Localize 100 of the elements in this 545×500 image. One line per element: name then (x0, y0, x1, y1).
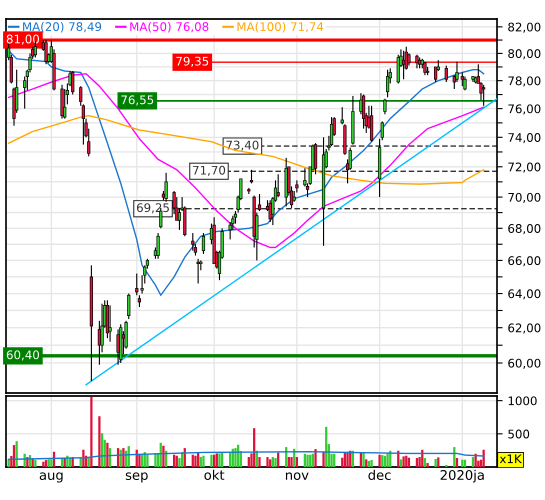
bar (453, 447, 456, 467)
bar (202, 456, 205, 467)
y-tick-label: 76,00 (508, 104, 540, 114)
bar (8, 459, 10, 467)
bar (24, 454, 26, 467)
bar (120, 450, 122, 467)
candlestick (463, 76, 467, 91)
bar (269, 459, 272, 467)
candlestick (423, 60, 427, 76)
bar (172, 454, 176, 467)
bar (421, 450, 424, 467)
x-tick-label: nov (286, 472, 309, 480)
x-tick-label: dec (368, 470, 391, 480)
candlestick (108, 304, 112, 342)
candlestick (383, 98, 387, 115)
bar (229, 452, 232, 467)
y-tick-label: 62,00 (508, 323, 540, 334)
candlestick (164, 172, 168, 202)
bar (296, 457, 298, 467)
candlestick (314, 142, 318, 175)
bar (389, 450, 392, 467)
bar (285, 447, 288, 467)
ref-line-label: 60,40 (6, 350, 40, 360)
bar (136, 450, 138, 467)
bar (312, 454, 314, 467)
bar (196, 452, 200, 467)
bar (160, 442, 162, 467)
bar (221, 452, 224, 467)
legend-label: MA(100) 71,74 (237, 22, 324, 32)
ref-line-label: 81,00 (6, 34, 40, 45)
x-tick-label: 2020ja (440, 470, 484, 483)
bar (48, 459, 50, 467)
ref-line-label: 79,35 (176, 56, 208, 67)
y-tick-label: 74,00 (508, 133, 540, 144)
y-tick-label: 82,00 (508, 22, 540, 33)
candlestick (135, 272, 138, 296)
bar (482, 450, 485, 467)
bar (216, 453, 218, 467)
y-tick-label: 70,00 (508, 192, 540, 203)
y-tick-label: 78,00 (508, 76, 540, 87)
candlestick (191, 232, 194, 252)
bar (306, 454, 309, 467)
bar (397, 450, 400, 467)
bar (349, 450, 352, 467)
legend-label: MA(20) 78,49 (23, 22, 102, 32)
candlestick (407, 52, 411, 66)
x-tick-label: sep (126, 472, 148, 483)
bar (464, 460, 466, 467)
bar (277, 452, 280, 467)
y-tick-label: 72,00 (508, 162, 540, 173)
bar (210, 454, 213, 467)
y-tick-label: 80,00 (508, 49, 540, 60)
candlestick (127, 292, 130, 320)
bar (309, 454, 312, 467)
candlestick (202, 232, 206, 254)
bar (16, 441, 18, 467)
ref-line-label: 69,25 (136, 203, 169, 214)
ref-line-label: 71,70 (193, 166, 226, 176)
bar (42, 462, 44, 467)
candlestick (276, 174, 280, 198)
bar (232, 448, 234, 467)
y-tick-label: 500 (508, 430, 530, 438)
line-series (8, 451, 484, 460)
bar (434, 459, 437, 467)
bar (176, 456, 178, 467)
bar (192, 454, 194, 467)
bar (237, 444, 240, 467)
candlestick (258, 193, 262, 212)
candlestick (386, 69, 390, 98)
legend-label: MA(50) 76,08 (130, 22, 208, 32)
candlestick (71, 70, 74, 96)
bar (437, 457, 440, 467)
bar (248, 457, 250, 467)
y-tick-label: 1000 (508, 396, 537, 406)
ref-line-label: 76,55 (121, 95, 154, 106)
bar (253, 428, 256, 467)
candlestick (340, 106, 344, 125)
bar (408, 458, 410, 467)
y-tick-label: 64,00 (508, 289, 540, 300)
bar (80, 458, 82, 467)
bar (256, 450, 258, 467)
y-tick-label: 60,00 (508, 358, 540, 369)
candlestick (482, 84, 486, 106)
bar (272, 457, 274, 467)
candlestick (444, 65, 448, 83)
bar (180, 452, 184, 467)
bar (288, 457, 290, 467)
line-series (8, 73, 484, 248)
y-tick-label: 68,00 (508, 224, 540, 234)
bar (34, 460, 36, 467)
bar (378, 454, 381, 467)
bar (200, 457, 202, 467)
text: x1K (500, 454, 522, 464)
bar (426, 463, 429, 467)
bar (365, 459, 368, 467)
x-tick-label: aug (40, 472, 63, 483)
bar (461, 460, 464, 467)
ref-line-label: 73,40 (226, 140, 258, 151)
x-tick-label: okt (204, 470, 224, 480)
bar (64, 458, 66, 467)
